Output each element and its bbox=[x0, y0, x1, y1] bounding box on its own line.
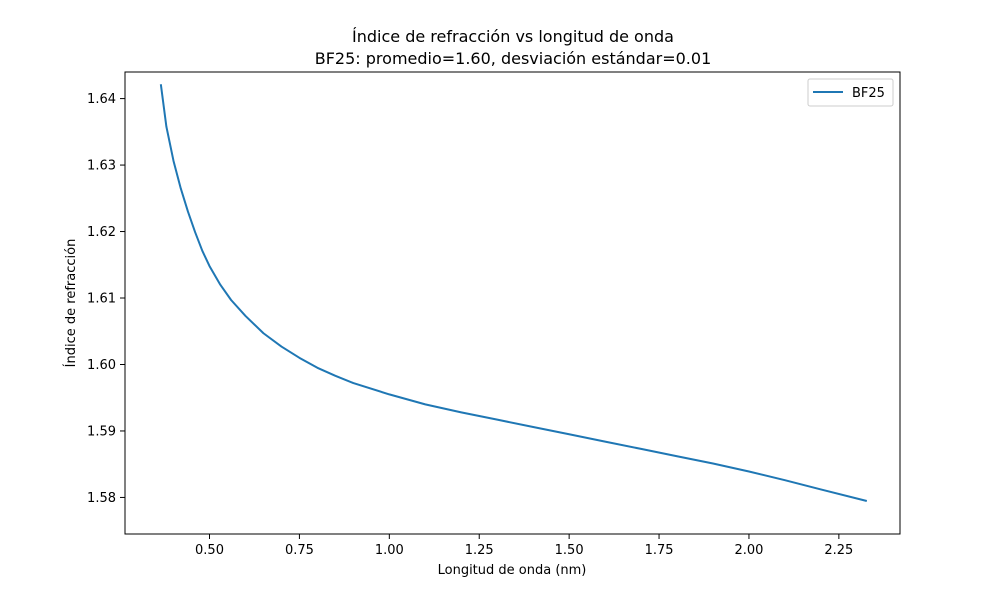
legend: BF25 bbox=[808, 79, 893, 106]
series-layer bbox=[161, 85, 866, 500]
y-tick-label: 1.63 bbox=[87, 159, 116, 174]
x-tick-label: 1.50 bbox=[555, 543, 584, 558]
x-axis: 0.50 0.75 1.00 1.25 1.50 1.75 2.00 2.25 bbox=[195, 534, 853, 558]
x-tick-label: 1.75 bbox=[645, 543, 674, 558]
series-line-bf25 bbox=[161, 85, 866, 500]
y-tick-label: 1.60 bbox=[87, 358, 116, 373]
chart-subtitle: BF25: promedio=1.60, desviación estándar… bbox=[315, 49, 712, 68]
y-tick-label: 1.58 bbox=[87, 491, 116, 506]
x-tick-label: 1.00 bbox=[375, 543, 404, 558]
legend-label-bf25: BF25 bbox=[852, 86, 885, 101]
plot-frame bbox=[125, 72, 900, 534]
x-tick-label: 0.50 bbox=[195, 543, 224, 558]
y-tick-label: 1.59 bbox=[87, 424, 116, 439]
x-axis-label: Longitud de onda (nm) bbox=[438, 563, 587, 578]
x-tick-label: 2.00 bbox=[734, 543, 763, 558]
x-tick-label: 2.25 bbox=[824, 543, 853, 558]
y-tick-label: 1.64 bbox=[87, 92, 116, 107]
y-tick-label: 1.62 bbox=[87, 225, 116, 240]
y-axis-label: Índice de refracción bbox=[63, 239, 79, 368]
x-tick-label: 0.75 bbox=[285, 543, 314, 558]
y-axis: 1.58 1.59 1.60 1.61 1.62 1.63 1.64 bbox=[87, 92, 125, 506]
chart-title: Índice de refracción vs longitud de onda bbox=[352, 27, 674, 46]
y-tick-label: 1.61 bbox=[87, 292, 116, 307]
x-tick-label: 1.25 bbox=[465, 543, 494, 558]
